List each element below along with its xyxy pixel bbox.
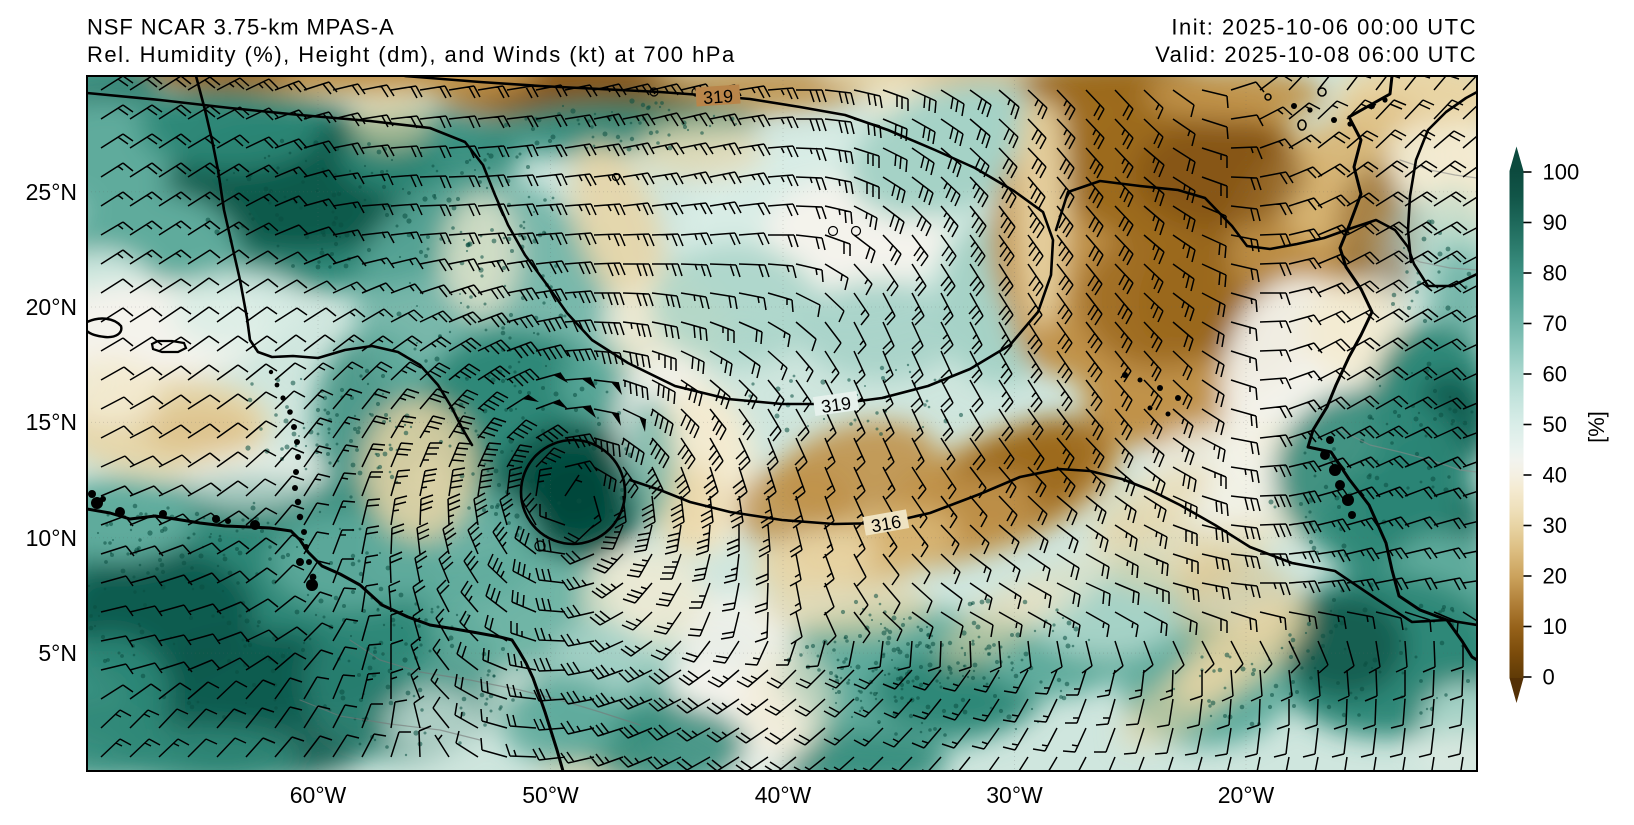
svg-text:20: 20 [1543,564,1567,589]
svg-text:70: 70 [1543,311,1567,336]
svg-text:0: 0 [1543,665,1555,690]
svg-text:30°W: 30°W [986,782,1043,808]
svg-text:319: 319 [820,393,853,417]
svg-text:10°N: 10°N [26,525,77,551]
svg-text:Valid: 2025-10-08 06:00 UTC: Valid: 2025-10-08 06:00 UTC [1155,42,1477,67]
svg-text:319: 319 [702,86,733,108]
svg-text:40°W: 40°W [755,782,812,808]
svg-text:20°N: 20°N [26,294,77,320]
svg-text:15°N: 15°N [26,409,77,435]
svg-text:5°N: 5°N [38,640,77,666]
svg-text:50°W: 50°W [522,782,579,808]
svg-text:25°N: 25°N [26,179,77,205]
svg-text:90: 90 [1543,210,1567,235]
svg-text:80: 80 [1543,261,1567,286]
svg-text:50: 50 [1543,412,1567,437]
svg-text:20°W: 20°W [1218,782,1275,808]
svg-text:NSF NCAR 3.75-km MPAS-A: NSF NCAR 3.75-km MPAS-A [87,15,395,40]
svg-text:Init: 2025-10-06 00:00 UTC: Init: 2025-10-06 00:00 UTC [1171,15,1477,40]
svg-text:10: 10 [1543,614,1567,639]
svg-text:100: 100 [1543,160,1580,185]
svg-text:[%]: [%] [1584,411,1609,443]
svg-text:30: 30 [1543,513,1567,538]
svg-text:60: 60 [1543,362,1567,387]
svg-text:40: 40 [1543,463,1567,488]
svg-text:Rel. Humidity (%), Height (dm): Rel. Humidity (%), Height (dm), and Wind… [87,42,736,67]
svg-text:60°W: 60°W [290,782,347,808]
